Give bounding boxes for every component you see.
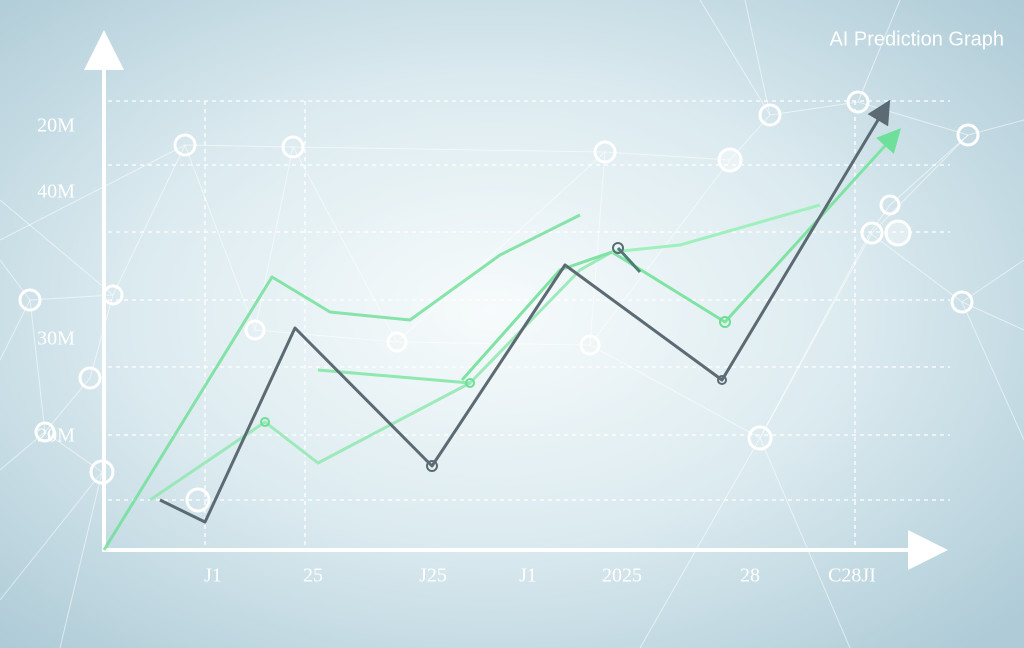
- grid-lines: [108, 100, 950, 550]
- y-label: 20M: [37, 115, 75, 137]
- x-label: 28: [740, 565, 760, 587]
- network-nodes: [18, 90, 980, 513]
- x-label: J1: [204, 565, 222, 587]
- trend-lines: [102, 99, 902, 551]
- title: AI Prediction Graph: [829, 28, 1004, 50]
- y-label: 30M: [37, 328, 75, 350]
- x-label: 25: [303, 565, 323, 587]
- y-label: 40M: [37, 181, 75, 203]
- x-label: J1: [519, 565, 537, 587]
- x-label: J25: [419, 565, 447, 587]
- y-label: 20M: [37, 425, 75, 447]
- x-label: C28JI: [828, 565, 876, 587]
- x-label: 2025: [602, 565, 642, 587]
